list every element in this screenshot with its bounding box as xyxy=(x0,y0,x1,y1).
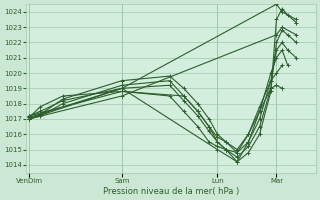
X-axis label: Pression niveau de la mer( hPa ): Pression niveau de la mer( hPa ) xyxy=(103,187,239,196)
